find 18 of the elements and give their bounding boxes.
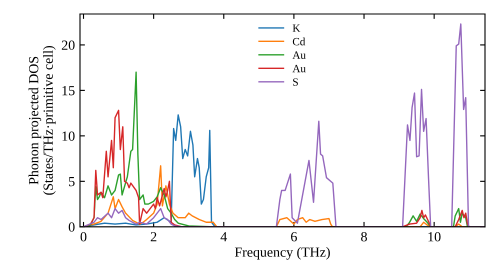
y-tick-label: 15 (62, 86, 75, 96)
y-axis-title: Phonon projected DOS (States/THz·primitive cell) (28, 46, 56, 195)
legend-label: K (292, 24, 300, 32)
y-tick-label: 10 (62, 131, 75, 141)
y-tick-label: 0 (68, 222, 75, 232)
x-tick-label: 4 (220, 232, 228, 242)
legend-label: S (293, 78, 298, 86)
x-tick-label: 10 (428, 232, 441, 242)
legend-label: Cd (292, 38, 306, 46)
x-tick-label: 2 (150, 232, 156, 242)
x-axis-title: Frequency (THz) (234, 247, 330, 260)
legend-label: Au (292, 64, 306, 72)
x-tick-label: 0 (80, 232, 86, 242)
x-tick-label: 6 (291, 232, 297, 242)
y-tick-label: 20 (62, 40, 75, 50)
x-tick-label: 8 (361, 232, 367, 242)
y-tick-label: 5 (69, 177, 75, 186)
legend-label: Au (292, 51, 306, 59)
